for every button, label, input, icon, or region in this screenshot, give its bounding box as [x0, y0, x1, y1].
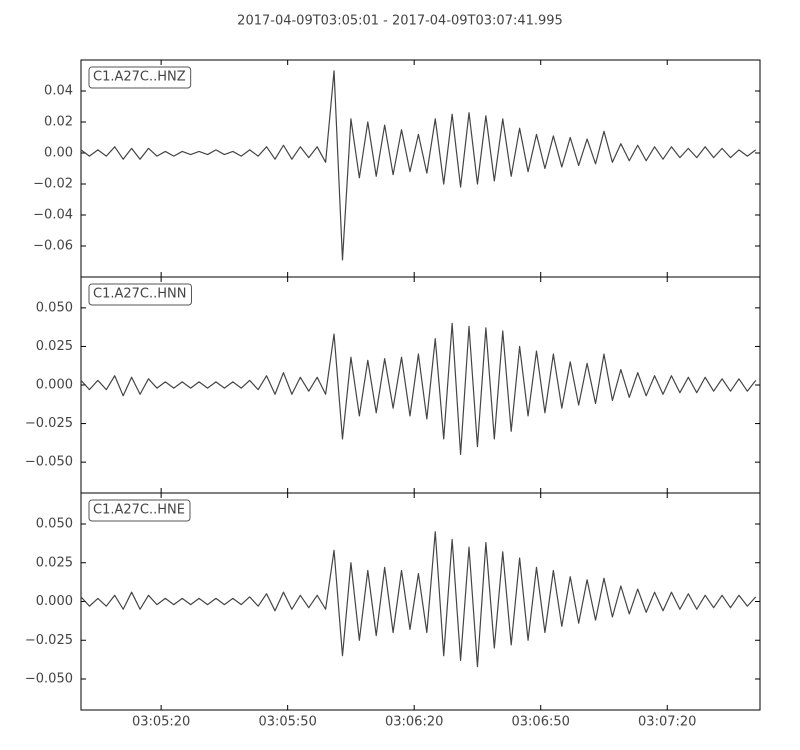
trace [80, 70, 757, 261]
trace [80, 531, 757, 668]
y-tick-label: 0.025 [36, 339, 73, 354]
x-tick-label: 03:06:50 [512, 715, 570, 730]
chart-title: 2017-04-09T03:05:01 - 2017-04-09T03:07:4… [237, 14, 563, 29]
y-tick-label: 0.000 [36, 594, 73, 609]
y-tick-label: 0.04 [44, 84, 73, 99]
trace-label: C1.A27C..HNE [93, 503, 185, 518]
y-tick-label: 0.00 [44, 146, 73, 161]
y-tick-label: −0.050 [25, 455, 73, 470]
trace-label-box [88, 66, 192, 89]
y-tick-label: 0.000 [36, 378, 73, 393]
y-tick-label: −0.025 [25, 633, 73, 648]
y-tick-label: −0.02 [33, 177, 73, 192]
x-tick-label: 03:05:20 [132, 715, 190, 730]
y-tick-label: −0.050 [25, 672, 73, 687]
y-tick-label: −0.04 [33, 208, 73, 223]
y-tick-label: −0.025 [25, 416, 73, 431]
y-tick-label: 0.050 [36, 517, 73, 532]
trace-label: C1.A27C..HNZ [93, 70, 186, 85]
y-tick-label: −0.06 [33, 239, 73, 254]
x-tick-label: 03:07:20 [638, 715, 696, 730]
trace [80, 322, 757, 456]
trace-label-box [88, 499, 191, 522]
y-tick-label: 0.025 [36, 555, 73, 570]
trace-label-box [88, 283, 192, 306]
x-tick-label: 03:05:50 [258, 715, 316, 730]
trace-label: C1.A27C..HNN [93, 287, 186, 302]
x-tick-label: 03:06:20 [385, 715, 443, 730]
y-tick-label: 0.050 [36, 300, 73, 315]
y-tick-label: 0.02 [44, 115, 73, 130]
